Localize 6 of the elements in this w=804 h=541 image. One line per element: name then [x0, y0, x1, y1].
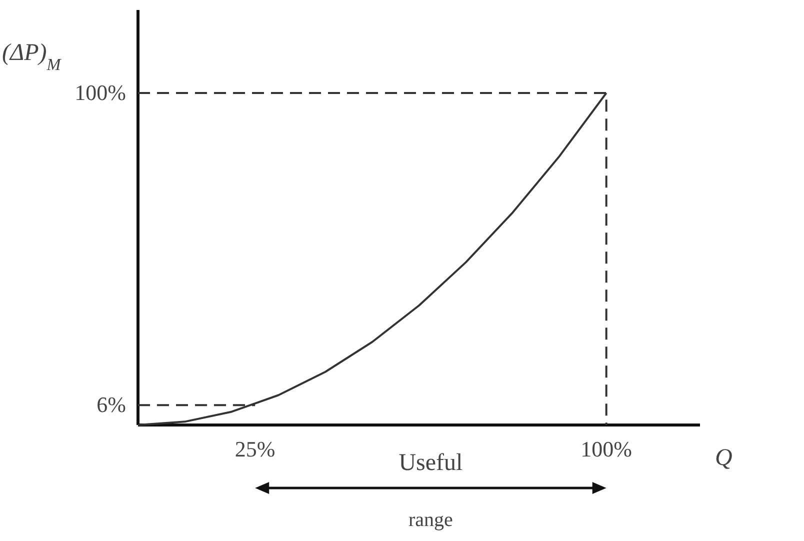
- y-axis-title: (ΔP)$_{M}$: [2, 40, 62, 74]
- x-tick-label: 25%: [234, 436, 276, 462]
- x-axis-title: Q: [715, 445, 732, 471]
- y-tick-label: 6%: [96, 392, 126, 418]
- line-series: [137, 92, 608, 426]
- text: Useful range: [398, 450, 463, 531]
